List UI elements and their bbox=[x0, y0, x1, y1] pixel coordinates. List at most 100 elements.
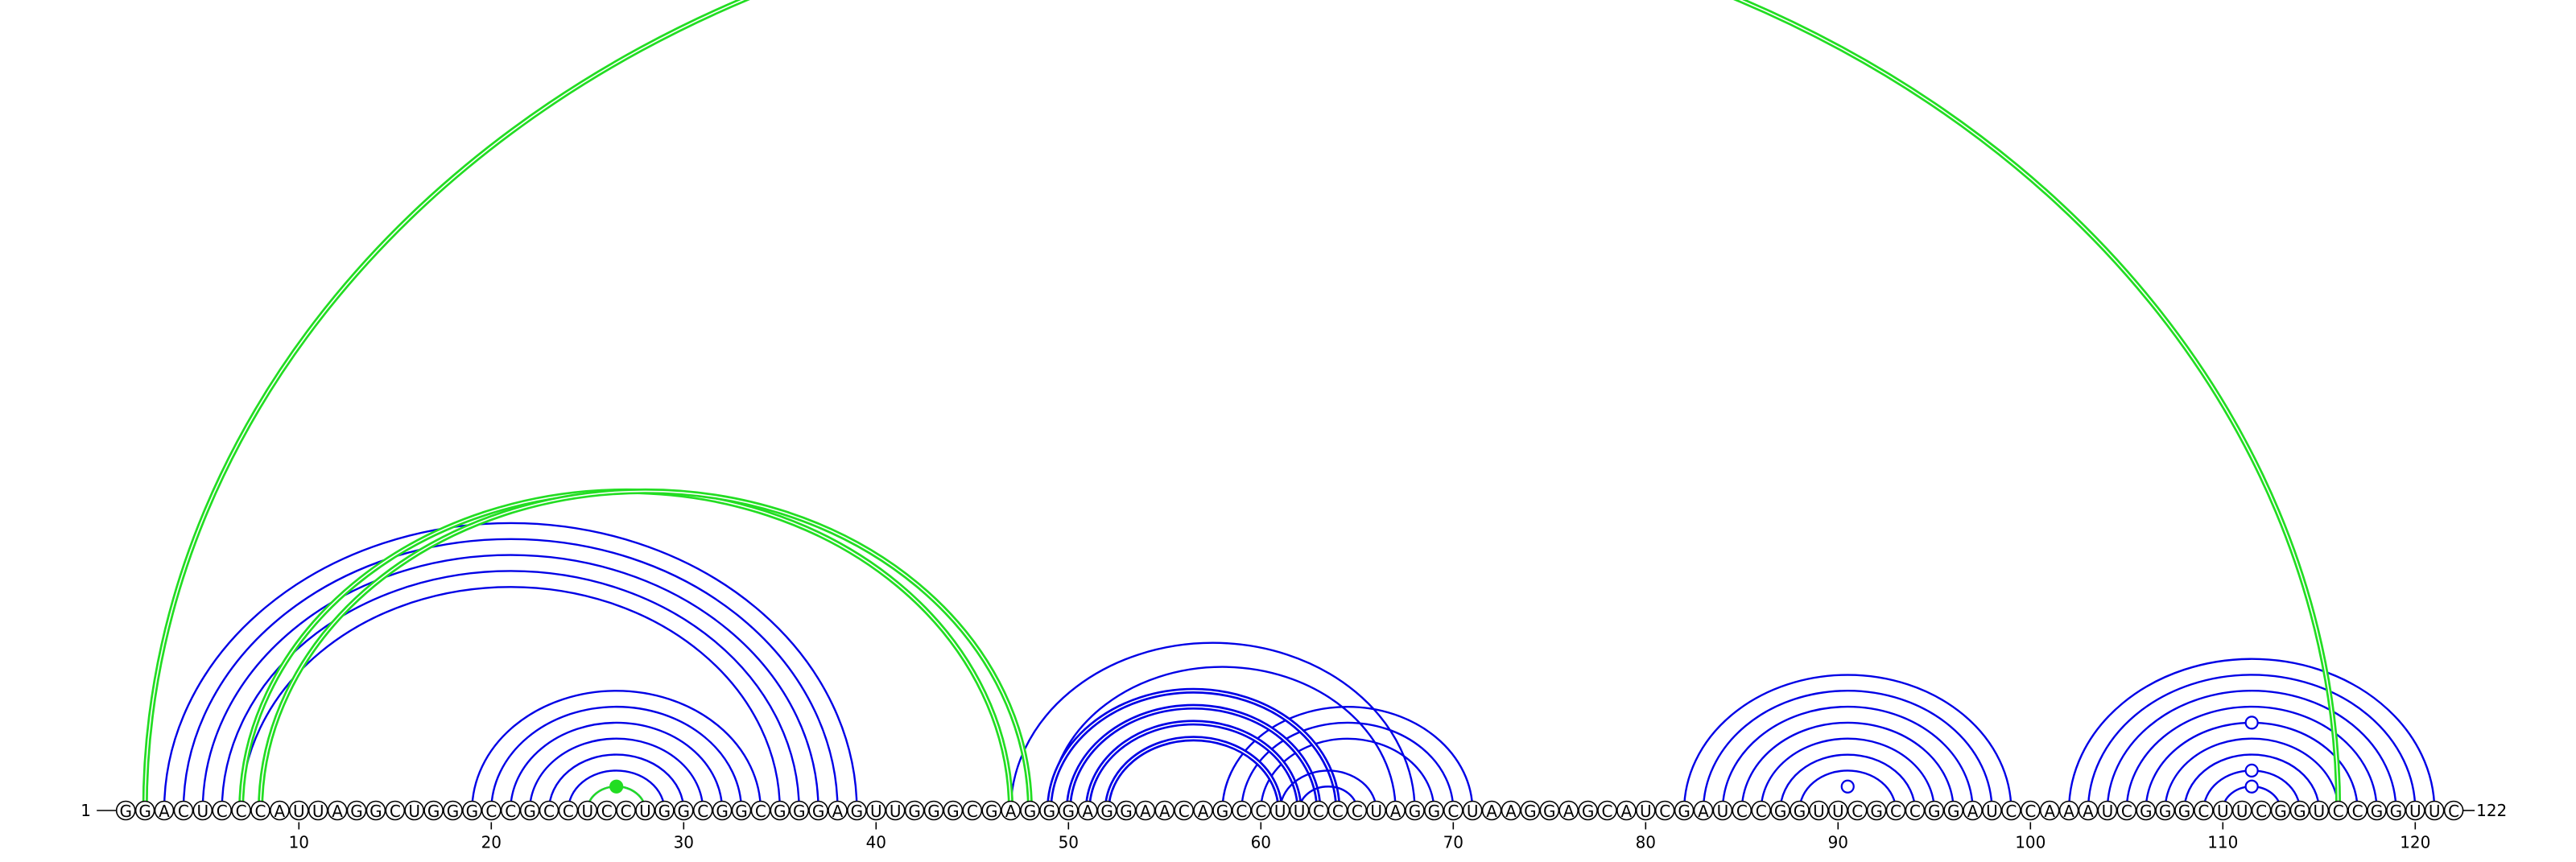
svg-text:G: G bbox=[1794, 802, 1806, 821]
svg-text:U: U bbox=[2313, 802, 2325, 821]
svg-text:G: G bbox=[1409, 802, 1422, 821]
nucleotide-35: G bbox=[770, 800, 791, 821]
svg-text:A: A bbox=[1698, 802, 1709, 821]
nucleotide-28: U bbox=[635, 800, 655, 821]
nucleotide-97: A bbox=[1963, 800, 1983, 821]
arc-marker-2 bbox=[1840, 779, 1855, 794]
svg-text:G: G bbox=[1524, 802, 1537, 821]
nucleotide-85: C bbox=[1732, 800, 1752, 821]
nucleotide-3: A bbox=[154, 800, 175, 821]
primary-arc-3-39 bbox=[163, 522, 858, 811]
secondary-arc-2-116 bbox=[142, 0, 2342, 811]
nucleotide-109: C bbox=[2194, 800, 2214, 821]
nucleotide-86: C bbox=[1751, 800, 1771, 821]
nucleotide-113: G bbox=[2270, 800, 2291, 821]
svg-text:A: A bbox=[1082, 802, 1093, 821]
nucleotide-105: C bbox=[2116, 800, 2137, 821]
svg-text:C: C bbox=[755, 802, 766, 821]
svg-text:U: U bbox=[890, 802, 902, 821]
svg-text:C: C bbox=[1332, 802, 1344, 821]
nucleotide-29: G bbox=[654, 800, 675, 821]
tick-10: 10 bbox=[289, 822, 309, 852]
nucleotide-77: G bbox=[1578, 800, 1598, 821]
svg-text:C: C bbox=[2198, 802, 2209, 821]
nucleotide-104: U bbox=[2097, 800, 2118, 821]
nucleotide-22: G bbox=[519, 800, 540, 821]
svg-text:U: U bbox=[1813, 802, 1825, 821]
svg-text:A: A bbox=[1198, 802, 1209, 821]
tick-label-120: 120 bbox=[2400, 833, 2430, 852]
nucleotide-47: A bbox=[1001, 800, 1021, 821]
svg-text:G: G bbox=[1216, 802, 1229, 821]
nucleotide-68: G bbox=[1405, 800, 1425, 821]
primary-arc-86-95 bbox=[1760, 737, 1935, 811]
svg-text:G: G bbox=[1582, 802, 1595, 821]
nucleotide-91: C bbox=[1847, 800, 1868, 821]
svg-text:G: G bbox=[1063, 802, 1075, 821]
nucleotide-6: C bbox=[212, 800, 233, 821]
nucleotide-93: C bbox=[1885, 800, 1906, 821]
nucleotide-30: G bbox=[673, 800, 694, 821]
svg-text:C: C bbox=[563, 802, 574, 821]
svg-text:G: G bbox=[350, 802, 363, 821]
nucleotide-102: A bbox=[2058, 800, 2079, 821]
primary-arc-104-119 bbox=[2106, 690, 2397, 811]
svg-text:G: G bbox=[812, 802, 825, 821]
svg-text:U: U bbox=[1640, 802, 1652, 821]
svg-text:G: G bbox=[466, 802, 479, 821]
svg-text:G: G bbox=[1928, 802, 1941, 821]
svg-text:C: C bbox=[1852, 802, 1863, 821]
tick-100: 100 bbox=[2015, 822, 2046, 852]
svg-text:C: C bbox=[255, 802, 266, 821]
nucleotide-116: C bbox=[2328, 800, 2348, 821]
svg-text:C: C bbox=[1255, 802, 1266, 821]
nucleotide-23: C bbox=[539, 800, 559, 821]
nucleotide-18: G bbox=[443, 800, 463, 821]
nucleotide-92: G bbox=[1866, 800, 1887, 821]
nucleotide-67: A bbox=[1385, 800, 1406, 821]
nucleotide-66: U bbox=[1366, 800, 1386, 821]
arc-marker-3 bbox=[2244, 779, 2259, 794]
tick-50: 50 bbox=[1059, 822, 1079, 852]
svg-text:G: G bbox=[1947, 802, 1960, 821]
nucleotide-57: A bbox=[1193, 800, 1213, 821]
svg-text:G: G bbox=[908, 802, 921, 821]
nucleotide-100: C bbox=[2021, 800, 2041, 821]
svg-text:C: C bbox=[1447, 802, 1459, 821]
svg-text:G: G bbox=[1870, 802, 1883, 821]
nucleotide-101: A bbox=[2039, 800, 2060, 821]
tick-60: 60 bbox=[1251, 822, 1271, 852]
svg-text:C: C bbox=[697, 802, 708, 821]
tick-label-80: 80 bbox=[1636, 833, 1656, 852]
nucleotide-83: A bbox=[1693, 800, 1714, 821]
nucleotide-25: U bbox=[577, 800, 598, 821]
nucleotide-27: C bbox=[616, 800, 636, 821]
svg-text:G: G bbox=[2390, 802, 2403, 821]
svg-text:U: U bbox=[1717, 802, 1729, 821]
nucleotide-112: C bbox=[2251, 800, 2272, 821]
nucleotide-94: C bbox=[1905, 800, 1926, 821]
nucleotide-52: G bbox=[1096, 800, 1117, 821]
nucleotide-63: C bbox=[1308, 800, 1329, 821]
primary-arc-50-63 bbox=[1065, 703, 1322, 811]
svg-text:A: A bbox=[1486, 802, 1497, 821]
svg-text:C: C bbox=[601, 802, 613, 821]
svg-text:G: G bbox=[2371, 802, 2384, 821]
primary-arc-84-97 bbox=[1721, 705, 1974, 811]
svg-text:A: A bbox=[832, 802, 844, 821]
svg-text:A: A bbox=[1967, 802, 1979, 821]
nucleotide-73: A bbox=[1501, 800, 1521, 821]
svg-text:G: G bbox=[2140, 802, 2153, 821]
primary-arc-88-93 bbox=[1798, 769, 1897, 811]
nucleotide-39: G bbox=[847, 800, 867, 821]
svg-text:U: U bbox=[1467, 802, 1479, 821]
nucleotide-31: C bbox=[692, 800, 713, 821]
nucleotide-51: A bbox=[1077, 800, 1098, 821]
tick-label-50: 50 bbox=[1059, 833, 1079, 852]
svg-text:G: G bbox=[1428, 802, 1441, 821]
svg-text:U: U bbox=[2102, 802, 2114, 821]
nucleotide-24: C bbox=[558, 800, 579, 821]
nucleotide-61: U bbox=[1269, 800, 1290, 821]
svg-text:U: U bbox=[2429, 802, 2441, 821]
svg-text:G: G bbox=[735, 802, 748, 821]
